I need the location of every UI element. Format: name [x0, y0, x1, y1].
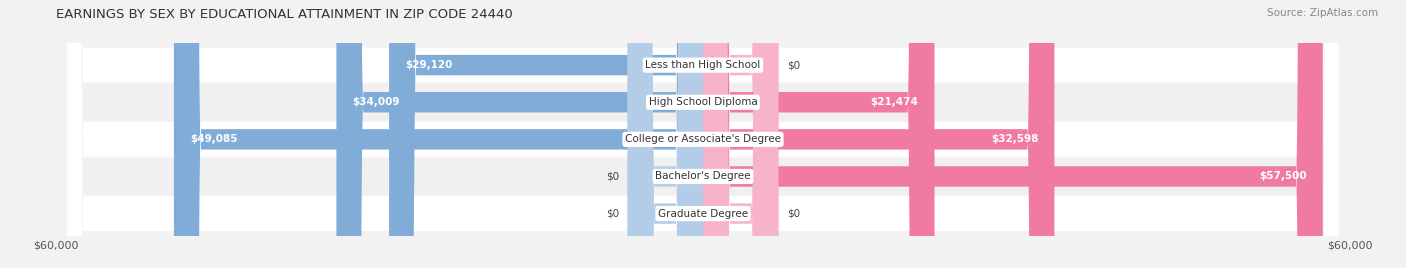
Text: Source: ZipAtlas.com: Source: ZipAtlas.com: [1267, 8, 1378, 18]
Text: EARNINGS BY SEX BY EDUCATIONAL ATTAINMENT IN ZIP CODE 24440: EARNINGS BY SEX BY EDUCATIONAL ATTAINMEN…: [56, 8, 513, 21]
FancyBboxPatch shape: [703, 0, 779, 268]
Text: $49,085: $49,085: [190, 134, 238, 144]
Text: Graduate Degree: Graduate Degree: [658, 209, 748, 219]
Text: $29,120: $29,120: [405, 60, 453, 70]
Text: High School Diploma: High School Diploma: [648, 97, 758, 107]
Text: $0: $0: [606, 172, 619, 181]
FancyBboxPatch shape: [67, 0, 1339, 268]
FancyBboxPatch shape: [67, 0, 1339, 268]
FancyBboxPatch shape: [389, 0, 703, 268]
FancyBboxPatch shape: [703, 0, 1054, 268]
FancyBboxPatch shape: [67, 0, 1339, 268]
FancyBboxPatch shape: [703, 0, 779, 268]
Text: $0: $0: [787, 60, 800, 70]
Text: $57,500: $57,500: [1258, 172, 1306, 181]
Text: $34,009: $34,009: [353, 97, 401, 107]
Text: $0: $0: [606, 209, 619, 219]
FancyBboxPatch shape: [67, 0, 1339, 268]
FancyBboxPatch shape: [703, 0, 1323, 268]
FancyBboxPatch shape: [627, 0, 703, 268]
FancyBboxPatch shape: [703, 0, 935, 268]
FancyBboxPatch shape: [67, 0, 1339, 268]
Text: Bachelor's Degree: Bachelor's Degree: [655, 172, 751, 181]
Text: $21,474: $21,474: [870, 97, 918, 107]
Text: College or Associate's Degree: College or Associate's Degree: [626, 134, 780, 144]
FancyBboxPatch shape: [627, 0, 703, 268]
FancyBboxPatch shape: [174, 0, 703, 268]
Text: $0: $0: [787, 209, 800, 219]
Text: Less than High School: Less than High School: [645, 60, 761, 70]
Text: $32,598: $32,598: [991, 134, 1038, 144]
FancyBboxPatch shape: [336, 0, 703, 268]
